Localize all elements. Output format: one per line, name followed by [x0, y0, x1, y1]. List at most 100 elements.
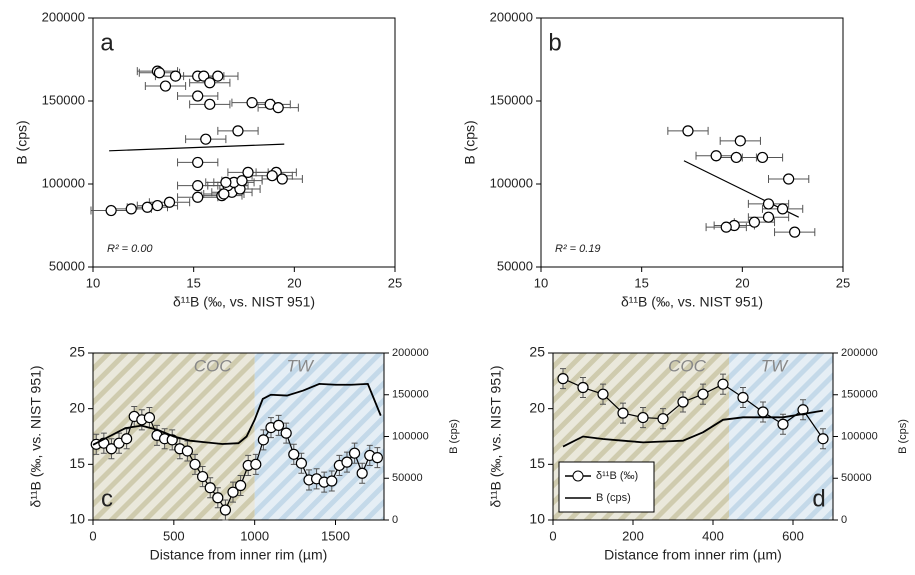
point [717, 378, 729, 390]
y2-tick-label: 150000 [392, 389, 429, 401]
y-tick-label: 50000 [49, 258, 85, 273]
y-tick-label: 20 [69, 399, 85, 415]
point [817, 433, 829, 445]
x-tick-label: 1500 [321, 528, 350, 543]
x-tick-label: 200 [622, 528, 644, 543]
y2-tick-label: 150000 [841, 389, 878, 401]
point [762, 211, 775, 223]
point [789, 226, 801, 238]
point [159, 80, 172, 92]
region [254, 353, 384, 520]
x-tick-label: 20 [735, 275, 749, 290]
x-axis-label: Distance from inner rim (µm) [604, 547, 782, 563]
y-tick-label: 10 [69, 511, 85, 527]
y-tick-label: 10 [529, 511, 545, 527]
x-tick-label: 15 [186, 275, 200, 290]
x-tick-label: 400 [702, 528, 724, 543]
point [356, 467, 368, 479]
point [272, 102, 284, 114]
annotation: R² = 0.00 [107, 243, 153, 255]
panel-label: a [100, 29, 114, 56]
point [192, 180, 204, 192]
point [246, 97, 258, 109]
y2-tick-label: 0 [392, 514, 398, 526]
annotation: R² = 0.19 [555, 243, 601, 255]
y-tick-label: 25 [529, 344, 545, 360]
point [212, 70, 224, 82]
point [617, 407, 629, 419]
y2-tick-label: 100000 [841, 430, 878, 442]
y-axis-label: δ¹¹B (‰, vs. NIST 951) [488, 365, 504, 507]
y-tick-label: 200000 [42, 9, 85, 24]
x-tick-label: 25 [388, 275, 402, 290]
x-tick-label: 10 [534, 275, 548, 290]
region [729, 353, 833, 520]
plot-frame [540, 17, 844, 268]
point [730, 151, 742, 164]
point [257, 434, 269, 446]
plot-frame [92, 17, 396, 268]
point [192, 156, 204, 169]
point [748, 216, 761, 228]
point [272, 419, 285, 431]
point [169, 70, 182, 82]
series-line [92, 382, 382, 446]
point [557, 373, 569, 385]
legend-box [558, 461, 655, 513]
y-tick-label: 50000 [497, 258, 533, 273]
fit-line [109, 143, 285, 152]
y-tick-label: 100000 [42, 175, 85, 190]
legend-marker [572, 470, 584, 482]
y-tick-label: 20 [529, 399, 545, 415]
y2-tick-label: 100000 [392, 430, 429, 442]
point [326, 475, 338, 487]
x-tick-label: 500 [163, 528, 185, 543]
point [348, 447, 361, 459]
point [197, 470, 209, 483]
y2-tick-label: 50000 [392, 472, 423, 484]
point [242, 166, 254, 178]
point [235, 479, 247, 492]
point [163, 196, 176, 208]
point [783, 173, 795, 185]
x-tick-label: 600 [782, 528, 804, 543]
point [250, 458, 262, 470]
x-tick-label: 1000 [240, 528, 269, 543]
point [204, 77, 216, 89]
y-axis-label: B (cps) [462, 120, 478, 164]
y-tick-label: 150000 [42, 92, 85, 107]
y2-axis-label: B (cps) [897, 419, 909, 454]
y-axis-label: δ¹¹B (‰, vs. NIST 951) [28, 365, 44, 507]
y2-tick-label: 200000 [392, 347, 429, 359]
x-axis-label: δ¹¹B (‰, vs. NIST 951) [173, 294, 315, 310]
point [212, 492, 224, 504]
series-line [562, 409, 824, 448]
point [192, 191, 204, 203]
point [276, 173, 288, 185]
panel-label: b [548, 29, 561, 56]
point [219, 504, 232, 516]
point [232, 125, 244, 137]
y2-tick-label: 50000 [841, 472, 872, 484]
point [637, 411, 649, 424]
x-tick-label: 0 [549, 528, 556, 543]
y-axis-label: B (cps) [14, 120, 30, 164]
point [288, 448, 300, 460]
point [682, 125, 694, 137]
point [734, 135, 746, 147]
point [125, 203, 137, 215]
point [371, 452, 383, 464]
point [181, 445, 194, 457]
x-axis-label: δ¹¹B (‰, vs. NIST 951) [621, 294, 763, 310]
point [266, 170, 278, 182]
point [597, 388, 609, 400]
region-label: TW [286, 356, 314, 375]
point [105, 204, 117, 217]
region-label: TW [761, 356, 789, 375]
point [657, 413, 669, 425]
y2-tick-label: 200000 [841, 347, 878, 359]
panel-label: d [812, 485, 825, 512]
x-tick-label: 25 [836, 275, 850, 290]
point [710, 150, 722, 162]
